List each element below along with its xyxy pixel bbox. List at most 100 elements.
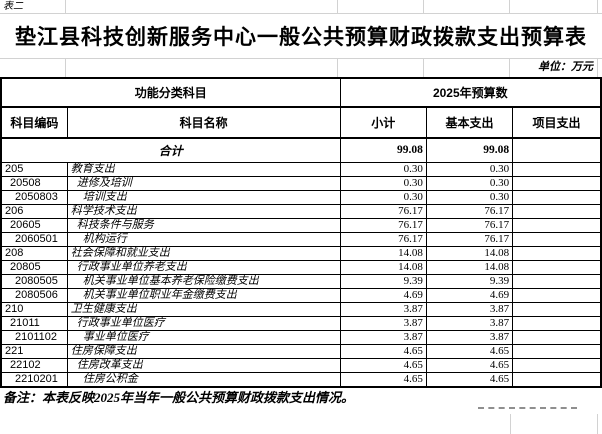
cell-project [512, 189, 602, 205]
cell-name: 机构运行 [66, 231, 341, 247]
header-row-columns: 科目编码 科目名称 小计 基本支出 项目支出 [0, 106, 602, 139]
cell-subtotal: 76.17 [339, 217, 427, 233]
total-basic: 99.08 [425, 137, 514, 163]
grid-cell [338, 0, 424, 13]
table-row: 22102 住房改革支出 4.65 4.65 [0, 357, 602, 373]
table-row: 208 社会保障和就业支出 14.08 14.08 [0, 245, 602, 261]
cell-basic: 14.08 [425, 245, 514, 261]
cell-project [512, 357, 602, 373]
cell-subtotal: 4.65 [339, 357, 427, 373]
grid-cell [424, 0, 510, 13]
unit-label: 单位：万元 [510, 59, 598, 77]
cell-name: 行政事业单位医疗 [66, 315, 341, 331]
cell-name: 进修及培训 [66, 175, 341, 191]
cell-basic: 0.30 [425, 175, 514, 191]
cell-basic: 0.30 [425, 189, 514, 205]
grid-cell [338, 59, 424, 77]
table-row: 2080505 机关事业单位基本养老保险缴费支出 9.39 9.39 [0, 273, 602, 289]
header-col-code: 科目编码 [0, 106, 68, 139]
unit-grid-strip: 单位：万元 [0, 58, 602, 77]
cell-name: 机关事业单位基本养老保险缴费支出 [66, 273, 341, 289]
cell-project [512, 231, 602, 247]
footnote: 备注：本表反映2025年当年一般公共预算财政拨款支出情况。 [3, 389, 355, 405]
cell-subtotal: 76.17 [339, 203, 427, 219]
cell-subtotal: 14.08 [339, 259, 427, 275]
cell-code: 20508 [0, 175, 68, 191]
grid-cell [510, 0, 598, 13]
budget-table: 功能分类科目 2025年预算数 科目编码 科目名称 小计 基本支出 项目支出 合… [0, 77, 602, 388]
cell-subtotal: 4.65 [339, 343, 427, 359]
grid-cell [424, 59, 510, 77]
cell-project [512, 343, 602, 359]
cell-name: 教育支出 [66, 161, 341, 177]
cell-name: 培训支出 [66, 189, 341, 205]
cell-basic: 76.17 [425, 231, 514, 247]
top-grid-strip: 表二 [0, 0, 602, 14]
table-corner-label: 表二 [0, 0, 66, 13]
header-col-name: 科目名称 [66, 106, 341, 139]
cell-basic: 0.30 [425, 161, 514, 177]
cell-code: 208 [0, 245, 68, 261]
cell-code: 20805 [0, 259, 68, 275]
cell-project [512, 217, 602, 233]
cell-subtotal: 14.08 [339, 245, 427, 261]
table-row: 21011 行政事业单位医疗 3.87 3.87 [0, 315, 602, 331]
cell-name: 社会保障和就业支出 [66, 245, 341, 261]
cell-basic: 76.17 [425, 203, 514, 219]
cell-subtotal: 0.30 [339, 161, 427, 177]
cell-subtotal: 3.87 [339, 315, 427, 331]
cell-code: 2050803 [0, 189, 68, 205]
grid-line [597, 414, 598, 434]
cell-name: 住房改革支出 [66, 357, 341, 373]
cell-project [512, 245, 602, 261]
title-band: 垫江县科技创新服务中心一般公共预算财政拨款支出预算表 [0, 14, 602, 58]
cell-basic: 9.39 [425, 273, 514, 289]
cell-project [512, 175, 602, 191]
table-row: 2210201 住房公积金 4.65 4.65 [0, 371, 602, 387]
table-row: 2101102 事业单位医疗 3.87 3.87 [0, 329, 602, 345]
cell-name: 机关事业单位职业年金缴费支出 [66, 287, 341, 303]
cell-basic: 3.87 [425, 315, 514, 331]
total-project [512, 137, 602, 163]
cell-code: 2080505 [0, 273, 68, 289]
total-label: 合计 [0, 137, 341, 163]
cell-project [512, 315, 602, 331]
cell-code: 210 [0, 301, 68, 317]
cell-basic: 4.65 [425, 371, 514, 387]
table-row: 20605 科技条件与服务 76.17 76.17 [0, 217, 602, 233]
cell-code: 20605 [0, 217, 68, 233]
cell-name: 科技条件与服务 [66, 217, 341, 233]
cell-subtotal: 9.39 [339, 273, 427, 289]
header-row-groups: 功能分类科目 2025年预算数 [0, 77, 602, 108]
cell-code: 221 [0, 343, 68, 359]
table-row: 2080506 机关事业单位职业年金缴费支出 4.69 4.69 [0, 287, 602, 303]
cell-project [512, 203, 602, 219]
cell-code: 2060501 [0, 231, 68, 247]
cell-subtotal: 76.17 [339, 231, 427, 247]
grid-cell [0, 59, 66, 77]
cell-basic: 14.08 [425, 259, 514, 275]
table-row: 221 住房保障支出 4.65 4.65 [0, 343, 602, 359]
cell-project [512, 329, 602, 345]
cell-project [512, 301, 602, 317]
cell-project [512, 161, 602, 177]
page-break-dashed-line [478, 407, 577, 409]
header-budget-group: 2025年预算数 [339, 77, 602, 108]
cell-subtotal: 3.87 [339, 329, 427, 345]
cell-subtotal: 4.65 [339, 371, 427, 387]
cell-code: 206 [0, 203, 68, 219]
header-col-subtotal: 小计 [339, 106, 427, 139]
table-row: 206 科学技术支出 76.17 76.17 [0, 203, 602, 219]
cell-code: 205 [0, 161, 68, 177]
grid-cell [66, 0, 338, 13]
cell-basic: 76.17 [425, 217, 514, 233]
cell-code: 2101102 [0, 329, 68, 345]
cell-project [512, 371, 602, 387]
table-row: 205 教育支出 0.30 0.30 [0, 161, 602, 177]
cell-basic: 4.69 [425, 287, 514, 303]
grid-line [510, 414, 511, 434]
cell-name: 科学技术支出 [66, 203, 341, 219]
cell-project [512, 259, 602, 275]
total-row: 合计 99.08 99.08 [0, 137, 602, 163]
